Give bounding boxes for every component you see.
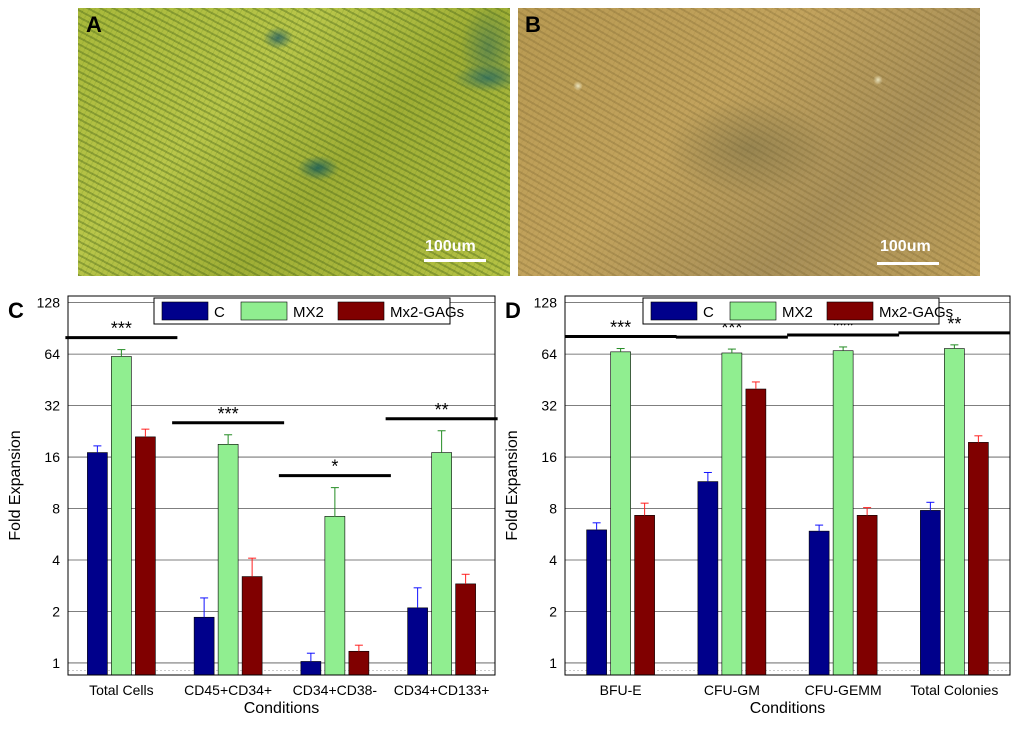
significance-label: *** [111, 319, 132, 339]
y-tick-label: 128 [37, 295, 61, 311]
y-tick-label: 4 [549, 552, 557, 568]
bar-c [586, 529, 607, 676]
y-tick-label: 32 [44, 398, 60, 414]
bar-mx2 [610, 351, 631, 676]
y-tick-label: 64 [44, 346, 60, 362]
legend-swatch-c [161, 301, 209, 321]
bar-c [808, 530, 830, 676]
panel-label-d: D [505, 298, 521, 323]
legend: C MX2 Mx2-GAGs [153, 297, 464, 325]
legend: C MX2 Mx2-GAGs [642, 297, 953, 325]
x-axis-label: Conditions [750, 700, 826, 717]
legend-swatch-c [650, 301, 698, 321]
bar-mx2 [111, 356, 132, 676]
significance-label: *** [218, 404, 239, 424]
y-tick-label: 1 [549, 655, 557, 671]
legend-label: Mx2-GAGs [879, 304, 953, 321]
y-tick-label: 64 [541, 346, 557, 362]
bar-mx2 [721, 352, 743, 676]
chart-d: D1248163264128***BFU-E***CFU-GM***CFU-GE… [505, 295, 1011, 717]
x-tick-label: CD34+CD38- [293, 682, 378, 698]
bar-c [300, 661, 322, 676]
legend-label: MX2 [782, 304, 813, 321]
x-tick-label: Total Cells [89, 682, 154, 698]
y-tick-label: 2 [52, 603, 60, 619]
y-tick-label: 16 [541, 449, 557, 465]
bar-mx2 [324, 516, 346, 676]
y-tick-label: 1 [52, 655, 60, 671]
bar-c [697, 481, 719, 676]
y-tick-label: 8 [549, 501, 557, 517]
y-tick-label: 4 [52, 552, 60, 568]
y-tick-label: 2 [549, 603, 557, 619]
legend-label: MX2 [293, 304, 324, 321]
y-tick-label: 8 [52, 501, 60, 517]
bar-mx2-gags [634, 515, 655, 676]
plot-frame [564, 295, 1011, 676]
x-tick-label: CD34+CD133+ [394, 682, 490, 698]
bar-mx2-gags [856, 515, 878, 676]
bar-mx2 [832, 350, 854, 676]
y-axis-label: Fold Expansion [505, 430, 521, 540]
x-tick-label: CD45+CD34+ [184, 682, 272, 698]
bar-mx2 [944, 348, 965, 676]
significance-label: ** [435, 400, 449, 420]
bar-mx2-gags [348, 650, 370, 676]
bar-mx2-gags [745, 388, 767, 676]
y-tick-label: 16 [44, 449, 60, 465]
bar-mx2 [217, 443, 239, 676]
legend-swatch-mx2-gags [826, 301, 874, 321]
x-tick-label: CFU-GM [704, 682, 760, 698]
significance-label: *** [610, 318, 631, 338]
micrograph-b [518, 8, 980, 276]
x-tick-label: BFU-E [600, 682, 642, 698]
bar-mx2-gags [455, 583, 476, 676]
bar-mx2-gags [241, 576, 263, 676]
plot-frame [67, 295, 496, 676]
x-axis-label: Conditions [244, 700, 320, 717]
panel-label-b: B [525, 12, 541, 37]
bar-mx2-gags [968, 442, 989, 676]
micrograph-a [78, 8, 510, 276]
legend-swatch-mx2-gags [337, 301, 385, 321]
bar-mx2 [431, 452, 452, 676]
legend-label: C [703, 304, 714, 321]
legend-label: C [214, 304, 225, 321]
bar-c [87, 452, 108, 676]
y-tick-label: 128 [534, 295, 558, 311]
significance-label: * [331, 457, 338, 477]
legend-swatch-mx2 [240, 301, 288, 321]
y-axis-label: Fold Expansion [7, 430, 24, 540]
bar-c [920, 510, 941, 676]
scalebar-a [424, 259, 486, 262]
panel-label-a: A [86, 12, 102, 37]
x-tick-label: Total Colonies [910, 682, 998, 698]
bar-mx2-gags [135, 436, 156, 676]
bar-c [407, 607, 428, 676]
legend-label: Mx2-GAGs [390, 304, 464, 321]
legend-swatch-mx2 [729, 301, 777, 321]
significance-label: ** [947, 314, 961, 334]
scalebar-label-b: 100um [880, 238, 931, 255]
x-tick-label: CFU-GEMM [805, 682, 882, 698]
panel-label-c: C [8, 298, 24, 323]
scalebar-label-a: 100um [425, 238, 476, 255]
scalebar-b [877, 262, 939, 265]
y-tick-label: 32 [541, 398, 557, 414]
bar-c [193, 616, 215, 676]
